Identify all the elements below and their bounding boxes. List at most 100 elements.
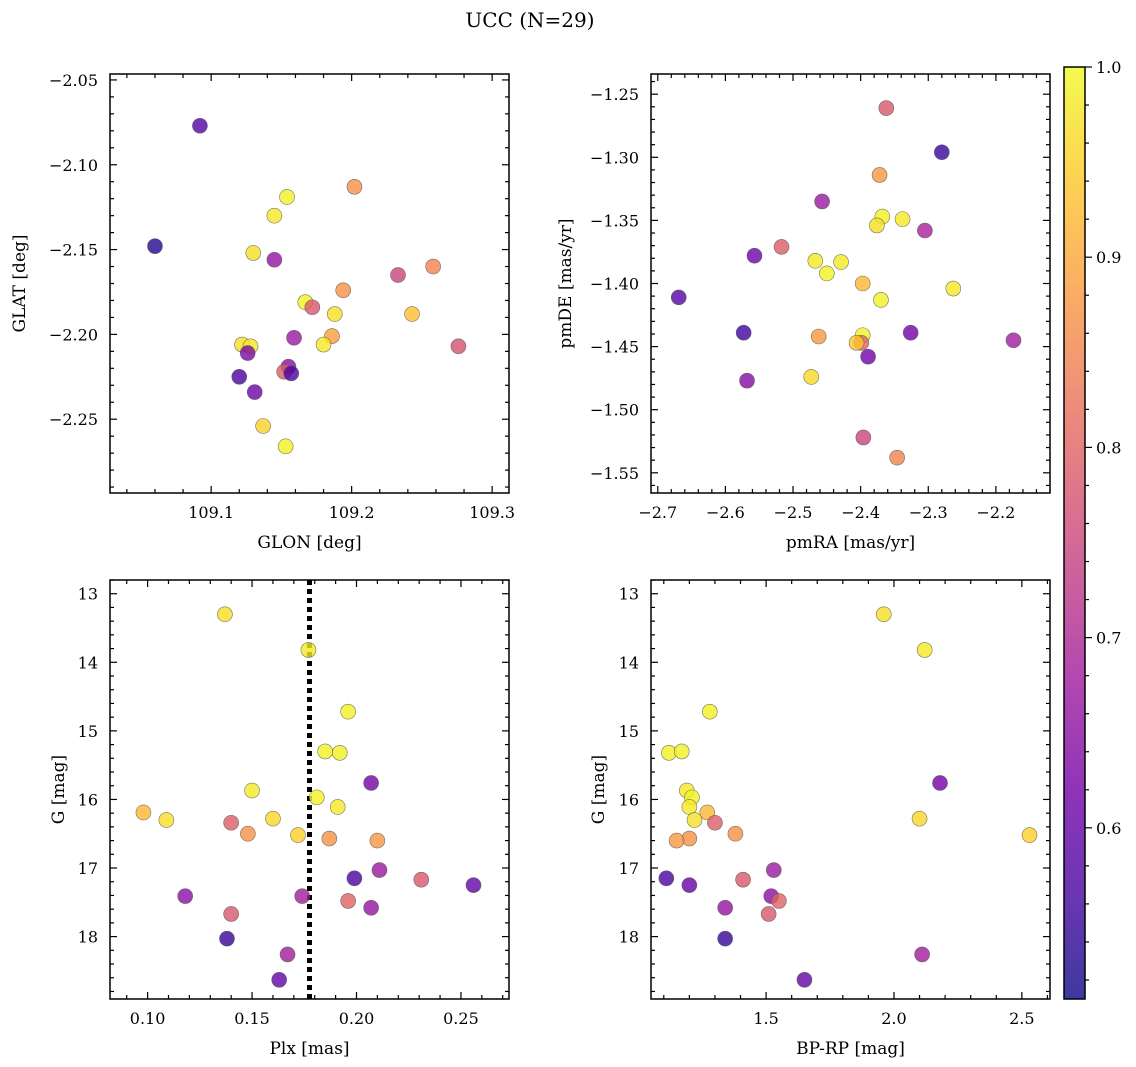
x-tick-label: 1.5 <box>753 1009 778 1028</box>
scatter-point <box>670 289 687 306</box>
scatter-point <box>309 789 325 806</box>
y-tick-label: 15 <box>78 722 98 741</box>
y-tick-label: −2.25 <box>49 410 98 429</box>
scatter-point <box>304 299 321 316</box>
scatter-point <box>760 906 777 922</box>
scatter-point <box>945 280 962 297</box>
scatter-point <box>873 292 889 308</box>
scatter-point <box>1005 332 1022 349</box>
panel-bottom-left: 0.10 0.15 0.20 0.25 13 14 15 16 17 18 Plx [mas] G [… <box>49 579 510 1059</box>
x-axis-label: GLON [deg] <box>257 533 361 553</box>
scatter-point <box>717 930 733 947</box>
colorbar-gradient <box>1064 67 1085 999</box>
x-tick-label: −2.4 <box>841 503 880 522</box>
scatter-point <box>363 775 379 791</box>
scatter-point <box>810 328 827 345</box>
scatter-point <box>746 247 763 264</box>
x-tick-label: −2.3 <box>909 503 948 522</box>
y-tick-label: 17 <box>619 859 639 878</box>
scatter-point <box>889 449 905 466</box>
scatter-points <box>658 606 1038 988</box>
x-axis-label: pmRA [mas/yr] <box>786 533 915 553</box>
colorbar-frame <box>1063 66 1086 1000</box>
scatter-point <box>219 930 235 947</box>
y-tick-label: −1.55 <box>590 464 639 483</box>
scatter-point <box>321 830 338 847</box>
scatter-point <box>340 893 356 909</box>
colorbar-tick-label: 0.7 <box>1096 629 1121 648</box>
scatter-point <box>346 179 363 195</box>
x-tick-label: 0.10 <box>130 1009 166 1028</box>
scatter-point <box>848 335 865 351</box>
x-axis-label: BP-RP [mag] <box>796 1039 905 1059</box>
scatter-points <box>670 100 1022 466</box>
y-axis-label: pmDE [mas/yr] <box>556 218 576 348</box>
scatter-point <box>894 211 911 227</box>
tick-marks <box>651 74 1051 493</box>
scatter-point <box>277 438 294 455</box>
scatter-point <box>266 207 283 224</box>
y-tick-label: 16 <box>619 790 639 809</box>
y-tick-label: −1.30 <box>590 148 639 167</box>
colorbar-tick-label: 1.0 <box>1096 58 1121 77</box>
y-tick-label: −1.25 <box>590 85 639 104</box>
y-tick-label: −2.05 <box>49 71 98 90</box>
scatter-point <box>245 245 262 261</box>
scatter-point <box>329 799 346 815</box>
scatter-point <box>803 369 820 385</box>
scatter-point <box>286 329 302 346</box>
axes-frame <box>650 73 1051 494</box>
y-tick-label: −1.45 <box>590 338 639 357</box>
axes-frame <box>109 579 510 1000</box>
scatter-point <box>902 324 919 341</box>
y-tick-label: 15 <box>619 722 639 741</box>
y-tick-label: 17 <box>78 859 98 878</box>
scatter-point <box>413 871 430 888</box>
scatter-point <box>283 365 300 382</box>
scatter-point <box>279 946 296 963</box>
y-axis-label: GLAT [deg] <box>10 234 30 332</box>
scatter-point <box>135 804 152 821</box>
y-tick-label: −1.35 <box>590 211 639 230</box>
y-axis-label: G [mag] <box>49 755 69 824</box>
scatter-points <box>147 117 467 455</box>
x-tick-label: 0.15 <box>234 1009 270 1028</box>
scatter-point <box>765 862 782 878</box>
scatter-point <box>331 745 348 761</box>
scatter-points <box>135 606 482 988</box>
scatter-point <box>702 703 718 720</box>
scatter-point <box>833 254 849 270</box>
scatter-point <box>658 870 675 887</box>
scatter-point <box>335 282 352 299</box>
scatter-point <box>425 258 441 275</box>
y-tick-label: 13 <box>619 585 639 604</box>
scatter-point <box>244 782 260 799</box>
y-tick-label: 14 <box>78 653 98 672</box>
x-tick-label: −2.2 <box>976 503 1015 522</box>
scatter-point <box>807 252 824 269</box>
scatter-point <box>346 870 363 887</box>
scatter-point <box>814 193 830 210</box>
colorbar-tick-label: 0.8 <box>1096 438 1121 457</box>
scatter-point <box>932 775 948 791</box>
scatter-point <box>914 946 930 963</box>
y-tick-label: 18 <box>619 928 639 947</box>
axes-frame <box>650 579 1051 1000</box>
x-tick-label: −2.7 <box>638 503 677 522</box>
y-tick-label: 14 <box>619 653 639 672</box>
scatter-point <box>1021 827 1038 843</box>
scatter-point <box>717 899 733 916</box>
scatter-point <box>266 251 283 268</box>
x-tick-label: −2.5 <box>774 503 813 522</box>
x-tick-label: 2.0 <box>881 1009 906 1028</box>
scatter-point <box>147 238 163 254</box>
scatter-point <box>673 743 690 760</box>
colorbar-tick-label: 0.9 <box>1096 248 1121 267</box>
scatter-point <box>668 832 685 849</box>
y-tick-label: 18 <box>78 928 98 947</box>
scatter-point <box>869 217 885 234</box>
scatter-point <box>255 418 271 434</box>
panel-bottom-right: 1.5 2.0 2.5 13 14 15 16 17 18 BP-RP [mag] G [mag] <box>589 579 1051 1059</box>
panel-top-left: 109.1 109.2 109.3 −2.25 −2.20 −2.15 −2.10 −2.05… <box>10 71 515 553</box>
